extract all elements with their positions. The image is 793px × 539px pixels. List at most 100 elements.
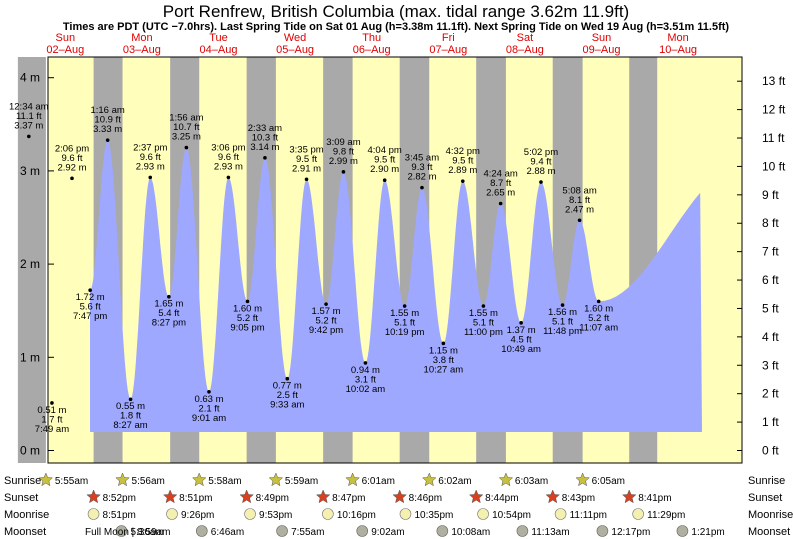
tide-point <box>207 389 211 394</box>
moonrise-icon <box>477 508 489 520</box>
moonset-icon <box>115 525 128 537</box>
high-tide-label: 2:06 pm <box>55 143 89 154</box>
sunset-time: 8:49pm <box>256 493 289 504</box>
high-tide-label: 3:35 pm <box>289 144 323 155</box>
sunrise-icon <box>345 472 360 487</box>
sunset-icon <box>86 489 101 504</box>
day-name: Mon <box>131 32 152 44</box>
high-tide-label: 9.8 ft <box>333 146 354 157</box>
moonset-time: 12:17pm <box>611 527 650 538</box>
moonset-icon <box>596 525 609 537</box>
day-name: Sun <box>592 32 612 44</box>
high-tide-label: 9.6 ft <box>140 152 161 163</box>
day-date: 05–Aug <box>276 44 314 56</box>
high-tide-label: 2:37 pm <box>133 142 167 153</box>
low-tide-label: 9:42 pm <box>309 325 343 336</box>
sunset-icon <box>392 489 407 504</box>
low-tide-label: 1.57 m <box>312 306 341 317</box>
sunset-icon <box>545 489 561 504</box>
sunrise-icon <box>268 472 284 487</box>
sunrise-icon <box>421 472 437 487</box>
sunset-icon <box>162 489 178 504</box>
moonrise-icon <box>166 508 178 520</box>
high-tide-label: 2.90 m <box>370 164 399 175</box>
tide-point <box>402 304 407 308</box>
low-tide-label: 4.5 ft <box>511 334 532 345</box>
high-tide-label: 5:08 am <box>562 185 596 196</box>
low-tide-label: 5.2 ft <box>588 313 609 324</box>
tide-point <box>420 185 424 190</box>
moonrise-time: 10:35pm <box>414 510 453 521</box>
moonrise-icon <box>322 508 334 520</box>
high-tide-label: 1:56 am <box>169 113 203 124</box>
day-name: Sat <box>517 32 534 44</box>
row-label-left: Moonrise <box>4 509 49 521</box>
tide-point <box>285 376 290 381</box>
high-tide-label: 11.1 ft <box>16 111 42 122</box>
night-band <box>17 57 46 463</box>
tide-point <box>128 397 133 402</box>
low-tide-label: 0.51 m <box>37 405 66 416</box>
low-tide-label: 0.94 m <box>351 365 380 376</box>
sunset-icon <box>315 489 331 504</box>
sunset-time: 8:43pm <box>562 493 595 504</box>
y-axis-feet: 0 ft 1 ft 2 ft 3 ft 4 ft 5 ft 6 ft 7 ft 8 ft 9 ft… <box>737 74 786 458</box>
tide-area <box>90 140 702 432</box>
moonrise-icon <box>632 508 644 520</box>
high-tide-label: 9.6 ft <box>61 153 82 164</box>
tide-point <box>539 180 543 184</box>
chart-title: Port Renfrew, British Columbia (max. tid… <box>163 2 629 21</box>
day-date: 02–Aug <box>46 44 84 56</box>
high-tide-label: 3.33 m <box>93 124 122 135</box>
moonset-icon <box>195 525 208 537</box>
high-tide-label: 2.82 m <box>407 172 436 183</box>
y-tick-label-m: 0 m <box>20 444 40 458</box>
high-tide-label: 3.37 m <box>14 120 43 131</box>
high-tide-label: 3:45 am <box>405 153 439 164</box>
tide-point <box>245 299 250 304</box>
low-tide-label: 10:27 am <box>424 364 464 375</box>
tide-point <box>226 175 231 180</box>
low-tide-label: 0.77 m <box>273 381 302 392</box>
y-tick-label-ft: 11 ft <box>762 131 785 145</box>
row-label-right: Moonrise <box>748 509 793 521</box>
low-tide-label: 1.7 ft <box>41 414 62 425</box>
day-headers: Sun02–AugMon03–AugTue04–AugWed05–AugThu0… <box>46 32 697 56</box>
day-date: 10–Aug <box>659 44 697 56</box>
high-tide-label: 3.25 m <box>172 132 201 143</box>
sunset-time: 8:52pm <box>103 493 136 504</box>
high-tide-label: 8.1 ft <box>569 195 590 206</box>
low-tide-label: 5.1 ft <box>473 318 494 329</box>
moonrise-time: 11:29pm <box>647 510 685 521</box>
low-tide-label: 1.72 m <box>76 292 105 303</box>
low-tide-label: 1.60 m <box>584 303 613 314</box>
high-tide-label: 9.4 ft <box>530 157 551 168</box>
sunrise-time: 5:59am <box>285 476 318 487</box>
sunrise-icon <box>575 472 590 487</box>
y-tick-label-ft: 7 ft <box>762 245 779 259</box>
high-tide-label: 9.5 ft <box>374 155 395 166</box>
high-tide-label: 4:04 pm <box>368 145 402 156</box>
high-tide-label: 8.7 ft <box>490 178 511 189</box>
tide-point <box>184 145 189 150</box>
high-tide-label: 2.99 m <box>329 156 358 167</box>
low-tide-label: 11:07 am <box>579 322 618 333</box>
plot-area <box>17 56 743 464</box>
y-tick-label-ft: 6 ft <box>762 273 779 287</box>
tide-point <box>519 321 523 325</box>
low-tide-label: 1.37 m <box>507 325 536 336</box>
tide-point <box>460 179 465 183</box>
tide-point <box>324 302 328 306</box>
moonrise-time: 10:16pm <box>337 510 376 521</box>
low-tide-label: 5.1 ft <box>552 317 573 328</box>
low-tide-label: 9:33 am <box>270 400 304 411</box>
day-name: Fri <box>442 32 455 44</box>
low-tide-label: 10:02 am <box>346 384 386 395</box>
sunrise-time: 5:55am <box>55 476 88 487</box>
sunrise-time: 6:03am <box>515 476 548 487</box>
high-tide-label: 4:32 pm <box>446 146 480 157</box>
tide-point <box>363 361 368 365</box>
low-tide-label: 8:27 am <box>113 420 147 431</box>
moonrise-icon <box>399 508 412 520</box>
